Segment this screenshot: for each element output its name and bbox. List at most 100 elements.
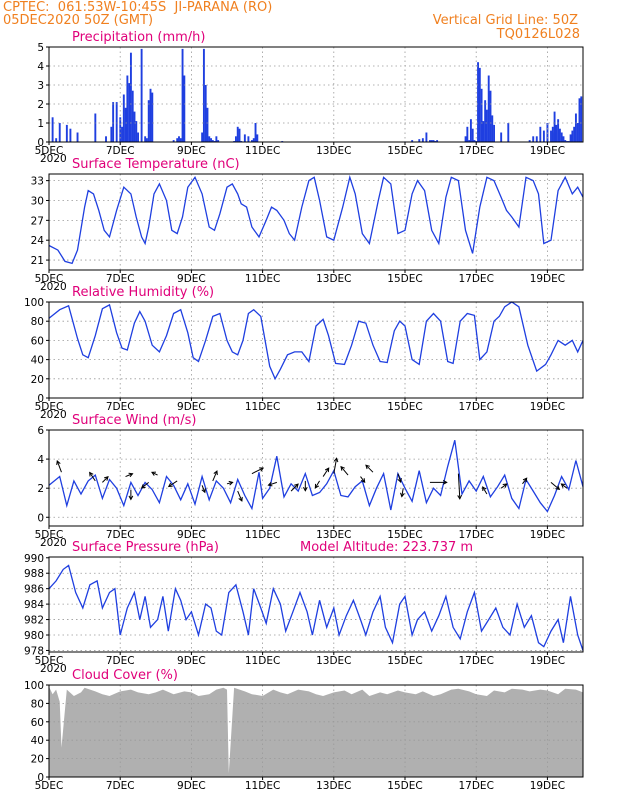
wind-vector — [168, 480, 178, 487]
y-tick-label: 0 — [37, 137, 44, 149]
precip-bar — [179, 138, 182, 142]
wind-vector-head — [228, 480, 234, 486]
wind-vector — [365, 464, 374, 473]
y-tick-label: 100 — [24, 680, 44, 692]
wind-vector — [141, 481, 149, 489]
precip-bar — [181, 48, 184, 142]
x-tick-label: 5DEC — [35, 529, 64, 541]
y-tick-label: 30 — [31, 195, 44, 207]
precip-bar — [578, 98, 581, 142]
y-tick-label: 988 — [24, 568, 44, 580]
wind-vector — [550, 481, 560, 490]
precip-bar — [235, 136, 237, 142]
temp-series-line — [48, 174, 584, 265]
x-tick-label: 9DEC — [177, 780, 206, 792]
precip-bar — [215, 136, 218, 142]
wind-vector — [102, 476, 109, 483]
x-tick-label: 17DEC — [458, 401, 493, 413]
wind-vector — [500, 483, 508, 489]
x-tick-label: 7DEC — [106, 145, 135, 157]
wind-vector-head — [302, 486, 308, 492]
wind-vector — [401, 488, 404, 497]
precip-bar — [429, 140, 431, 142]
precip-bar — [480, 88, 483, 142]
wind-vector — [333, 458, 338, 474]
y-tick-label: 982 — [24, 615, 44, 627]
precip-bar — [210, 138, 212, 142]
precip-bar — [571, 130, 574, 142]
wind-vector-head — [324, 467, 330, 473]
precip-bar — [484, 100, 487, 142]
wind-vector-head — [457, 495, 462, 500]
x-tick-label: 11DEC — [245, 529, 280, 541]
precip-bar — [553, 132, 556, 142]
wind-vector — [212, 470, 218, 482]
precip-bar — [176, 138, 179, 142]
x-tick-label: 5DEC — [35, 145, 64, 157]
precip-bar — [256, 134, 259, 142]
model-altitude: Model Altitude: 223.737 m — [300, 540, 473, 555]
wind-vector — [237, 490, 243, 502]
wind-vector-head — [365, 464, 370, 470]
precip-bar — [464, 136, 467, 142]
temp-panel: 21 24 27 30 33 5DEC 7DEC 9DEC 11DEC 13DEC 15DEC 17D… — [31, 157, 584, 293]
precip-bar — [122, 94, 125, 142]
pres-title: Surface Pressure (hPa) — [72, 540, 219, 555]
precip-title: Precipitation (mm/h) — [72, 30, 205, 45]
precip-bar — [482, 121, 485, 142]
wind-vector — [151, 471, 158, 476]
y-tick-label: 33 — [31, 176, 44, 188]
precip-bar — [553, 111, 556, 142]
y-tick-label: 80 — [31, 698, 44, 710]
wind-vector-head — [340, 465, 345, 471]
precip-bar — [121, 126, 123, 142]
wind-vector-head — [259, 467, 265, 472]
precip-bar — [126, 75, 129, 142]
x-tick-label: 11DEC — [245, 655, 280, 667]
x-tick-label: 15DEC — [387, 655, 422, 667]
x-tick-label: 9DEC — [177, 273, 206, 285]
x-tick-label: 7DEC — [106, 529, 135, 541]
precip-bar — [69, 128, 72, 142]
x-tick-label: 19DEC — [530, 780, 565, 792]
wind-vector-head — [89, 471, 94, 477]
precip-bar — [124, 107, 127, 142]
precip-bar — [110, 126, 113, 142]
wind-vector-head — [213, 470, 218, 476]
precip-bar — [94, 113, 97, 142]
precip-bar — [144, 136, 147, 142]
y-tick-label: 21 — [31, 255, 44, 267]
precip-bar — [236, 126, 239, 142]
precip-bar — [557, 119, 560, 142]
precip-bar — [430, 140, 433, 142]
wind-vector-head — [128, 472, 134, 478]
precip-bar — [243, 134, 246, 142]
precip-bar — [542, 130, 545, 142]
rh-frame — [48, 301, 584, 399]
y-tick-label: 80 — [31, 316, 44, 328]
precip-bar — [560, 132, 563, 142]
wind-vector-head — [560, 483, 566, 488]
precip-bar — [491, 115, 494, 142]
x-tick-label: 13DEC — [316, 273, 351, 285]
precip-bar — [471, 128, 474, 142]
y-tick-label: 27 — [31, 215, 44, 227]
x-tick-label: 5DEC — [35, 273, 64, 285]
y-tick-label: 0 — [37, 512, 44, 524]
precip-bar — [418, 139, 421, 142]
year-label: 2020 — [40, 281, 67, 293]
wind-vector — [89, 472, 96, 482]
pres-panel: 978 980 982 984 986 988 990 5DEC 7DEC 9DEC 11DEC 13… — [24, 540, 584, 675]
y-tick-label: 984 — [24, 599, 44, 611]
wind-vector-head — [128, 495, 134, 501]
precip-bar — [573, 126, 576, 142]
precip-bar — [558, 128, 561, 142]
rh-series-line — [48, 301, 584, 381]
precip-bar — [146, 138, 148, 142]
wind-vector — [360, 476, 366, 483]
wind-vector — [56, 460, 62, 473]
x-tick-label: 9DEC — [177, 529, 206, 541]
x-tick-label: 11DEC — [245, 780, 280, 792]
precip-bar — [105, 136, 107, 142]
wind-panel: 0 2 4 6 5DEC 7DEC 9DEC 11DEC 13DEC 15DEC 17DEC 19DE… — [35, 413, 584, 549]
